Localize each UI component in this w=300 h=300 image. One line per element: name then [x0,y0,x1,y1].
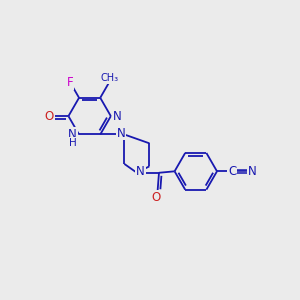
Text: O: O [45,110,54,123]
Text: O: O [152,191,161,204]
Text: N: N [68,128,77,141]
Text: H: H [69,138,76,148]
Text: N: N [136,165,145,178]
Text: C: C [228,165,236,178]
Text: N: N [248,165,257,178]
Text: N: N [116,127,125,140]
Text: N: N [113,110,122,123]
Text: F: F [67,76,74,89]
Text: CH₃: CH₃ [100,73,118,83]
